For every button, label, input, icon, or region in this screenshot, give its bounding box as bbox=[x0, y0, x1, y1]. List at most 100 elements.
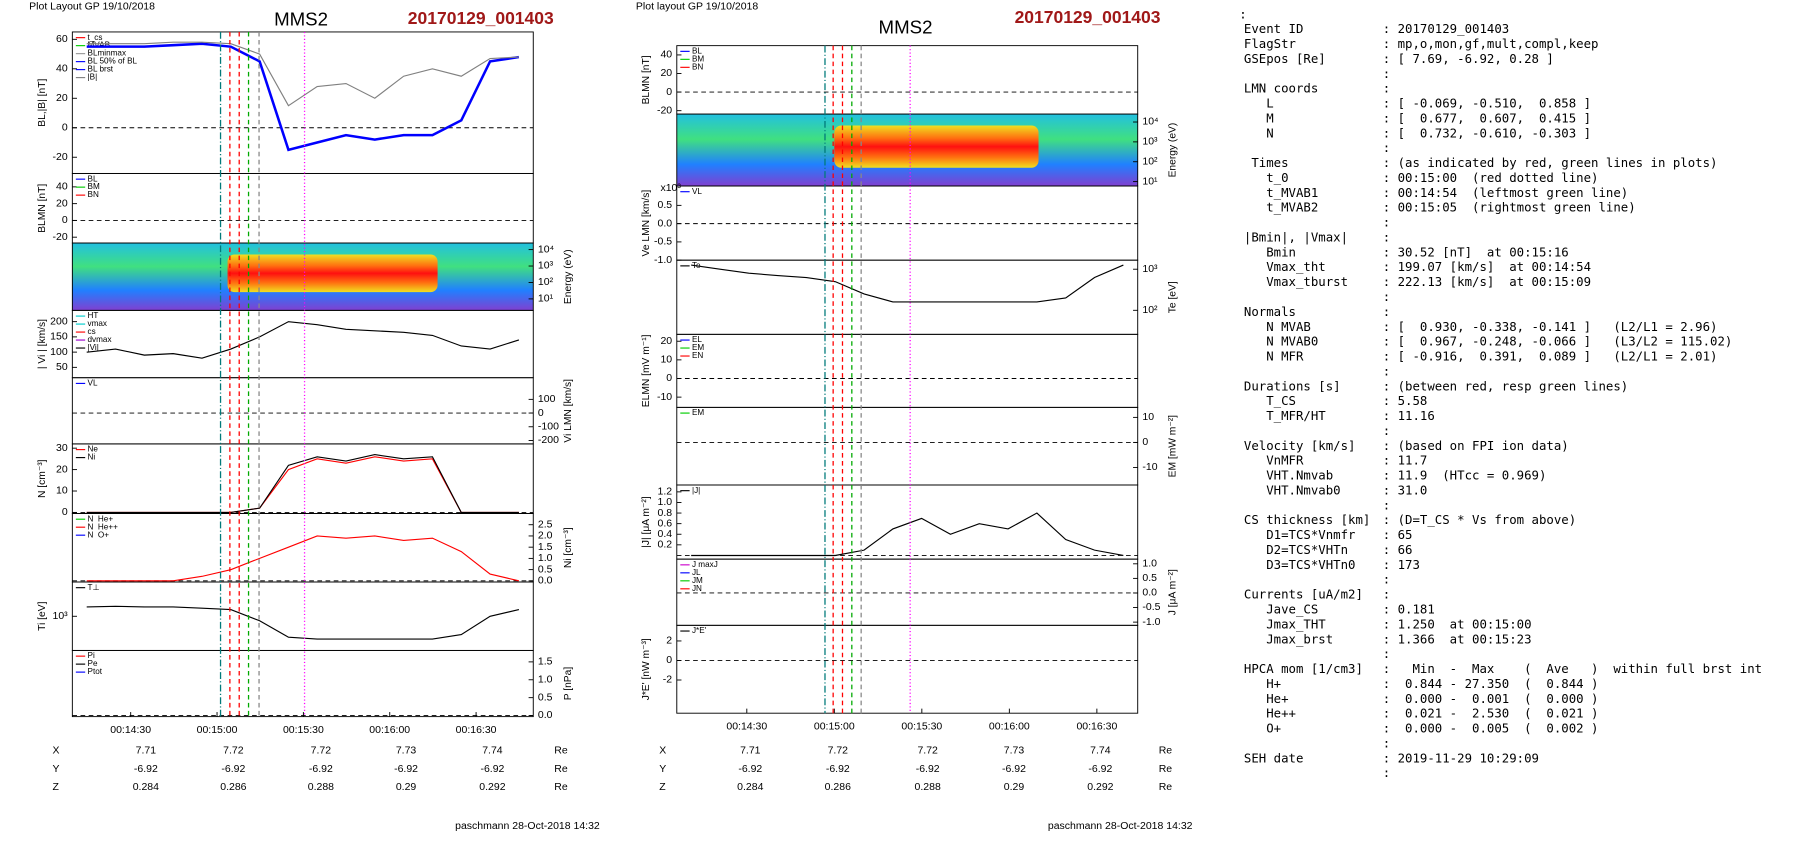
info-label: N MVAB0 bbox=[1244, 335, 1318, 349]
panel-frame bbox=[676, 45, 1139, 115]
tick-label: 1.2 bbox=[658, 487, 673, 498]
tick-label: 10³ bbox=[1142, 137, 1158, 148]
y2-axis-label: Vi LMN [km/s] bbox=[563, 379, 574, 443]
ephemeris-cell: 7.73 bbox=[1004, 746, 1025, 757]
ephemeris-cell: Z bbox=[659, 782, 666, 793]
info-label: t_MVAB1 bbox=[1244, 186, 1318, 200]
info-value: : bbox=[1383, 216, 1390, 230]
info-value: : 11.9 (HTcc = 0.969) bbox=[1383, 469, 1547, 483]
tick-label: 1.0 bbox=[1142, 559, 1157, 570]
info-value: : 65 bbox=[1383, 528, 1413, 542]
info-value: : 0.844 - 27.350 ( 0.844 ) bbox=[1383, 677, 1599, 691]
info-label: FlagStr bbox=[1244, 37, 1296, 51]
legend-label: t_cs bbox=[88, 33, 103, 42]
series-line bbox=[86, 42, 520, 152]
legend-label: |J| bbox=[692, 486, 700, 495]
ephemeris-cell: Y bbox=[53, 764, 60, 775]
ephemeris-cell: -6.92 bbox=[221, 764, 245, 775]
legend-label: N O+ bbox=[88, 530, 110, 539]
series-line bbox=[86, 535, 520, 582]
tick-label: 1.0 bbox=[538, 553, 553, 564]
legend-label: Pi bbox=[88, 651, 95, 660]
info-value: : 0.021 - 2.530 ( 0.021 ) bbox=[1383, 707, 1599, 721]
tick-label: 1.0 bbox=[538, 675, 553, 686]
panel-frame bbox=[71, 377, 534, 445]
panel-frame bbox=[676, 558, 1139, 626]
tick-label: -1.0 bbox=[1142, 617, 1160, 628]
info-label: N bbox=[1244, 126, 1274, 140]
legend-label: EN bbox=[692, 351, 704, 360]
tick-label: 50 bbox=[56, 362, 68, 373]
tick-label: 0.5 bbox=[1142, 573, 1157, 584]
tick-label: 10⁴ bbox=[1142, 117, 1158, 128]
legend-label: cs bbox=[88, 327, 96, 336]
ephemeris-cell: 0.288 bbox=[308, 782, 334, 793]
tick-label: -20 bbox=[53, 232, 68, 243]
tick-label: 0.0 bbox=[1142, 588, 1157, 599]
tick-label: 0 bbox=[1142, 437, 1148, 448]
ephemeris-cell: 7.73 bbox=[396, 746, 417, 757]
tick-label: 2.0 bbox=[538, 531, 553, 542]
tick-label: 1.5 bbox=[538, 542, 553, 553]
tick-label: 0.0 bbox=[658, 218, 673, 229]
info-label: HPCA mom [1/cm3] bbox=[1244, 662, 1363, 676]
y-axis-label: Ve LMN [km/s] bbox=[641, 190, 652, 257]
ephemeris-cell: Re bbox=[1159, 746, 1173, 757]
info-value: : [ 0.677, 0.607, 0.415 ] bbox=[1383, 112, 1591, 126]
info-label: Event ID bbox=[1244, 22, 1304, 36]
info-value: : bbox=[1383, 231, 1390, 245]
info-value: : bbox=[1383, 766, 1390, 780]
info-value: : [ 0.967, -0.248, -0.066 ] (L3/L2 = 115… bbox=[1383, 335, 1733, 349]
tick-label: 0.2 bbox=[658, 540, 673, 551]
ephemeris-cell: -6.92 bbox=[394, 764, 418, 775]
series-line bbox=[86, 321, 520, 359]
info-value: : mp,o,mon,gf,mult,compl,keep bbox=[1383, 37, 1599, 51]
tick-label: 20 bbox=[56, 464, 68, 475]
ephemeris-cell: 7.72 bbox=[311, 746, 332, 757]
legend-label: BL bbox=[88, 174, 98, 183]
info-label: L bbox=[1244, 97, 1274, 111]
tick-label: 10¹ bbox=[1142, 176, 1158, 187]
info-label: H+ bbox=[1244, 677, 1281, 691]
ephemeris-cell: 0.284 bbox=[737, 782, 763, 793]
tick-label: 0 bbox=[62, 123, 68, 134]
x-tick-label: 00:15:30 bbox=[283, 725, 324, 736]
ephemeris-cell: Re bbox=[1159, 782, 1173, 793]
info-label: VnMFR bbox=[1244, 454, 1304, 468]
ephemeris-cell: -6.92 bbox=[826, 764, 850, 775]
info-value: : Min - Max ( Ave ) within full brst int bbox=[1383, 662, 1762, 676]
spectrogram-hot bbox=[227, 254, 438, 293]
legend-label: EL bbox=[692, 335, 702, 344]
legend-label: J maxJ bbox=[692, 560, 718, 569]
legend-label: VL bbox=[692, 187, 702, 196]
info-label: T_CS bbox=[1244, 394, 1296, 408]
tick-label: 10 bbox=[660, 355, 672, 366]
ephemeris-cell: 7.72 bbox=[917, 746, 938, 757]
ephemeris-cell: -6.92 bbox=[480, 764, 504, 775]
info-label: LMN coords bbox=[1244, 82, 1318, 96]
info-label: GSEpos [Re] bbox=[1244, 52, 1326, 66]
info-label: He++ bbox=[1244, 707, 1296, 721]
tick-label: 10 bbox=[1142, 412, 1154, 423]
info-value: : [ -0.069, -0.510, 0.858 ] bbox=[1383, 97, 1591, 111]
info-value: : bbox=[1383, 290, 1390, 304]
info-value: : [ 7.69, -6.92, 0.28 ] bbox=[1383, 52, 1554, 66]
tick-label: 0.6 bbox=[658, 518, 673, 529]
info-value: : 00:15:05 (rightmost green line) bbox=[1383, 201, 1636, 215]
tick-label: 10³ bbox=[53, 611, 69, 622]
info-label: N MFR bbox=[1244, 350, 1304, 364]
info-label: Vmax_tht bbox=[1244, 260, 1326, 274]
info-value: : (based on FPI ion data) bbox=[1383, 439, 1569, 453]
tick-label: 0 bbox=[62, 215, 68, 226]
x-tick-label: 00:16:30 bbox=[456, 725, 497, 736]
tick-label: 0.4 bbox=[658, 529, 673, 540]
tick-label: -0.5 bbox=[1142, 602, 1160, 613]
panel-frame bbox=[71, 649, 534, 718]
y-axis-label: BLMN [nT] bbox=[641, 55, 652, 104]
panel-frame bbox=[676, 484, 1139, 560]
info-label: Currents [uA/m2] bbox=[1244, 588, 1363, 602]
info-value: : 199.07 [km/s] at 00:14:54 bbox=[1383, 260, 1591, 274]
y-axis-label: N [cm⁻³] bbox=[37, 459, 48, 498]
